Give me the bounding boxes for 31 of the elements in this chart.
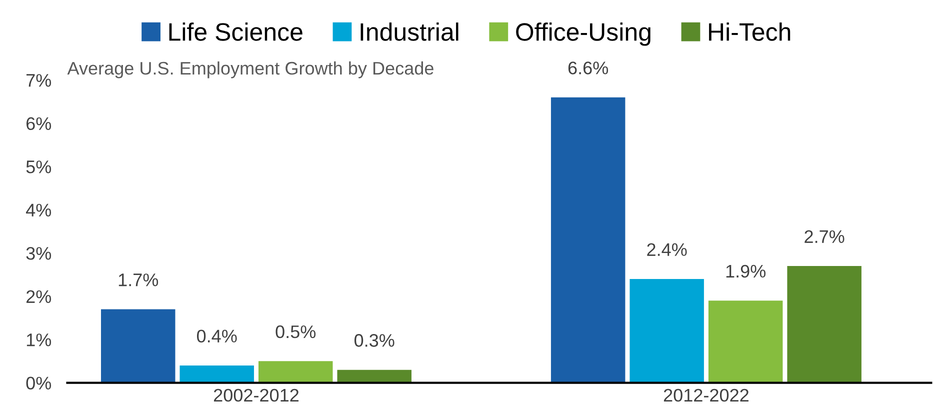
- y-tick-label: 3%: [26, 246, 52, 260]
- data-label: 6.6%: [568, 62, 608, 74]
- y-tick-label: 5%: [26, 160, 52, 174]
- chart-title: Average U.S. Employment Growth by Decade: [67, 61, 434, 78]
- bar: [708, 300, 783, 383]
- data-label: 0.4%: [196, 330, 237, 342]
- y-tick-label: 0%: [26, 376, 52, 390]
- y-tick-label: 1%: [26, 334, 52, 346]
- legend-label: Life Science: [169, 22, 302, 41]
- data-label: 1.7%: [118, 274, 158, 286]
- legend-label: Office-Using: [516, 22, 650, 46]
- bar: [100, 309, 176, 383]
- bar: [630, 279, 704, 383]
- bar: [258, 361, 333, 383]
- y-tick-label: 4%: [26, 204, 52, 216]
- legend-label: Hi-Tech: [709, 22, 790, 41]
- data-label: 2.7%: [804, 230, 844, 243]
- legend-label: Industrial: [360, 22, 458, 41]
- y-tick-label: 6%: [26, 117, 52, 130]
- data-label: 2.4%: [647, 243, 687, 256]
- data-label: 0.3%: [354, 334, 394, 347]
- x-tick-label: 2002-2012: [214, 388, 299, 402]
- bar: [180, 366, 254, 383]
- bar: [337, 370, 412, 383]
- data-label: 0.5%: [276, 325, 316, 338]
- data-label: 1.9%: [726, 264, 766, 278]
- bar: [787, 266, 862, 383]
- y-tick-label: 2%: [26, 290, 52, 303]
- x-tick-label: 2012-2022: [664, 388, 748, 402]
- bar: [550, 97, 626, 383]
- y-tick-label: 7%: [26, 74, 52, 87]
